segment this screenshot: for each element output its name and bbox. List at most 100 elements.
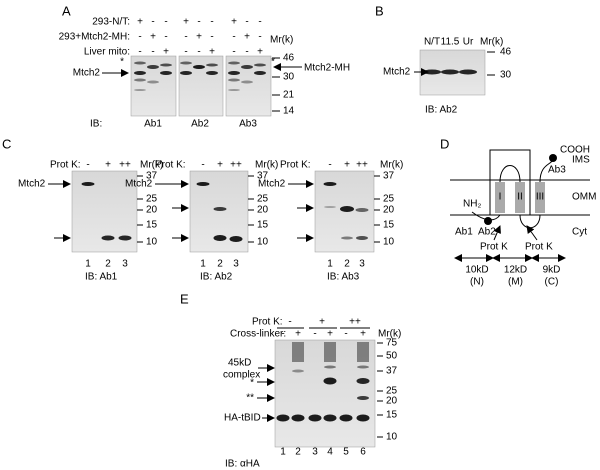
sign: + — [163, 47, 169, 58]
band-label: Mtch2 — [73, 68, 101, 79]
band — [254, 71, 266, 75]
band — [134, 78, 146, 82]
region-label: IMS — [572, 155, 590, 166]
band-label: Mtch2 — [18, 179, 46, 190]
marker-label: 75 — [386, 338, 398, 349]
lane-number: 1 — [85, 259, 91, 270]
band — [323, 414, 337, 422]
band — [356, 414, 370, 422]
band — [134, 61, 146, 65]
band — [340, 206, 354, 212]
band — [228, 78, 240, 82]
sign: - — [201, 160, 204, 171]
row-label: 293-N/T: — [92, 17, 130, 28]
sign: + — [344, 160, 350, 171]
band — [193, 65, 205, 69]
mr-label: Mr(k) — [255, 160, 278, 171]
lane-number: 1 — [327, 259, 333, 270]
marker-label: 25 — [383, 194, 395, 205]
sign: - — [184, 47, 187, 58]
lane-number: 4 — [327, 447, 333, 458]
sign: - — [151, 47, 154, 58]
lane-number: 1 — [200, 259, 206, 270]
band — [180, 61, 192, 65]
antibody-label: Ab2 — [478, 227, 496, 238]
sign: - — [245, 17, 248, 28]
ib-label: IB: Ab1 — [85, 272, 118, 283]
sign: + — [319, 317, 325, 328]
sign: - — [86, 160, 89, 171]
marker-label: 50 — [386, 351, 398, 362]
band — [356, 236, 368, 240]
sign: - — [164, 17, 167, 28]
antibody-label: Ab3 — [239, 119, 257, 130]
sign: ++ — [349, 317, 361, 328]
smear — [324, 342, 336, 362]
sign: - — [344, 329, 347, 340]
sign: - — [138, 47, 141, 58]
sign: + — [295, 329, 301, 340]
band — [441, 69, 459, 75]
fragment-size: 12kD — [504, 265, 527, 276]
ib-label: IB: — [90, 119, 102, 130]
segment-label: III — [536, 192, 544, 203]
marker-label: 30 — [500, 70, 512, 81]
sign: + — [105, 160, 111, 171]
sign: - — [197, 17, 200, 28]
prot-k-label: Prot K: — [280, 160, 311, 171]
band — [206, 63, 218, 67]
band-label: Mtch2 — [258, 179, 286, 190]
cleavage-label: Prot K — [525, 242, 553, 253]
band — [228, 71, 240, 75]
ib-label: IB: Ab2 — [200, 272, 233, 283]
marker-label: 25 — [386, 386, 398, 397]
sign: + — [327, 329, 333, 340]
marker-label: 15 — [386, 410, 398, 421]
band — [160, 63, 172, 67]
arrow — [526, 225, 538, 241]
band-label: * — [250, 378, 254, 389]
band — [229, 236, 243, 242]
antibody-label: Ab1 — [455, 227, 473, 238]
sign: + — [150, 32, 156, 43]
fragment-part: (N) — [470, 277, 484, 288]
band — [355, 208, 369, 212]
fragment-size: 9kD — [543, 265, 561, 276]
marker-label: 21 — [283, 90, 295, 101]
band — [241, 80, 253, 84]
marker-label: 15 — [257, 220, 269, 231]
lane-number: 3 — [359, 259, 365, 270]
sign: + — [257, 47, 263, 58]
region-label: OMM — [572, 192, 596, 203]
marker-label: 37 — [146, 171, 158, 182]
marker-label: 20 — [386, 396, 398, 407]
lane-label: Ur — [463, 37, 474, 48]
mr-label: Mr(k) — [270, 35, 293, 46]
lane-number: 2 — [105, 259, 111, 270]
marker-label: 37 — [257, 171, 269, 182]
band — [323, 182, 337, 186]
lane-label: 11.5 — [441, 37, 460, 48]
band-label: HA-tBID — [224, 413, 261, 424]
band — [228, 61, 240, 65]
lane-number: 6 — [360, 447, 366, 458]
band — [341, 236, 353, 240]
band-label: 45kD — [228, 358, 251, 369]
band — [459, 69, 477, 75]
panel-label: B — [375, 3, 384, 18]
star-label: * — [271, 57, 275, 68]
band — [292, 369, 304, 373]
tm-segment — [515, 182, 525, 213]
sign: - — [258, 17, 261, 28]
band — [147, 65, 159, 69]
sign: - — [232, 32, 235, 43]
marker-label: 15 — [383, 220, 395, 231]
sign: ++ — [119, 160, 131, 171]
smear — [357, 342, 369, 362]
sign: - — [210, 32, 213, 43]
marker-label: 37 — [386, 366, 398, 377]
band — [206, 71, 218, 75]
sign: ++ — [230, 160, 242, 171]
sign: - — [288, 317, 291, 328]
